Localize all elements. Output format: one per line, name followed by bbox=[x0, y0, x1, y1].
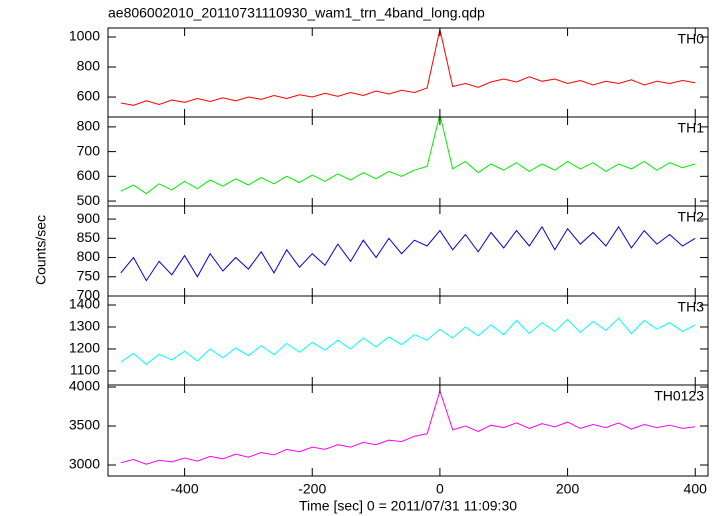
y-tick-label: 500 bbox=[77, 192, 101, 208]
data-line bbox=[120, 389, 696, 465]
y-tick-label: 700 bbox=[77, 287, 101, 303]
data-line bbox=[120, 29, 696, 106]
panel-label: TH3 bbox=[678, 299, 705, 315]
y-tick-label: 1300 bbox=[69, 318, 100, 334]
panel-label: TH0123 bbox=[654, 388, 704, 404]
y-tick-label: 1100 bbox=[70, 362, 100, 378]
y-tick-label: 750 bbox=[77, 267, 101, 283]
y-tick-label: 900 bbox=[77, 210, 101, 226]
x-axis-label: Time [sec] 0 = 2011/07/31 11:09:30 bbox=[299, 498, 517, 514]
y-tick-label: 600 bbox=[77, 167, 101, 183]
panel-frame bbox=[107, 295, 709, 386]
panel-frame bbox=[107, 384, 709, 477]
y-tick-label: 700 bbox=[77, 142, 101, 158]
y-tick-label: 800 bbox=[77, 58, 101, 74]
x-tick-label: 200 bbox=[556, 481, 580, 497]
y-tick-label: 1400 bbox=[69, 296, 100, 312]
y-tick-label: 3500 bbox=[69, 417, 100, 433]
data-line bbox=[120, 317, 696, 365]
panel-frame bbox=[107, 116, 709, 207]
data-line bbox=[120, 225, 696, 282]
panel-frame bbox=[107, 27, 709, 118]
x-tick-label: 0 bbox=[436, 481, 444, 497]
y-tick-label: 850 bbox=[77, 229, 101, 245]
x-tick-label: -400 bbox=[171, 481, 199, 497]
panel-label: TH2 bbox=[678, 209, 705, 225]
y-tick-label: 1200 bbox=[69, 340, 100, 356]
y-tick-label: 600 bbox=[77, 88, 101, 104]
y-tick-label: 3000 bbox=[69, 456, 100, 472]
chart-title: ae806002010_20110731110930_wam1_trn_4ban… bbox=[108, 5, 485, 21]
x-tick-label: -200 bbox=[298, 481, 326, 497]
y-tick-label: 800 bbox=[77, 118, 101, 134]
panel-frame bbox=[107, 205, 709, 297]
x-tick-label: 400 bbox=[684, 481, 708, 497]
data-line bbox=[120, 117, 696, 195]
y-tick-label: 800 bbox=[77, 248, 101, 264]
panel-label: TH1 bbox=[678, 120, 705, 136]
y-tick-label: 1000 bbox=[69, 28, 100, 44]
y-tick-label: 4000 bbox=[69, 378, 100, 394]
y-axis-label: Counts/sec bbox=[33, 215, 49, 285]
panel-label: TH0 bbox=[678, 31, 705, 47]
